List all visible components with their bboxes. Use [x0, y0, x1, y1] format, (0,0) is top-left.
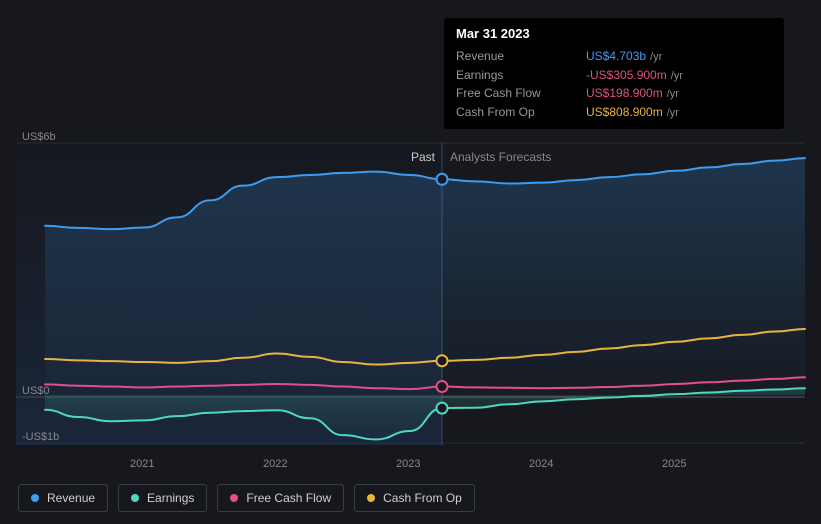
- y-axis-label: US$6b: [22, 131, 56, 143]
- tooltip-value: US$4.703b: [586, 47, 646, 65]
- y-axis-label: US$0: [22, 385, 50, 397]
- legend-label: Cash From Op: [383, 491, 462, 505]
- tooltip-unit: /yr: [667, 86, 679, 103]
- legend-item-free_cash_flow[interactable]: Free Cash Flow: [217, 484, 344, 512]
- tooltip-row: Earnings-US$305.900m/yr: [456, 66, 772, 85]
- x-axis-label: 2025: [662, 458, 686, 470]
- tooltip-row: RevenueUS$4.703b/yr: [456, 47, 772, 66]
- legend-item-earnings[interactable]: Earnings: [118, 484, 207, 512]
- legend-item-revenue[interactable]: Revenue: [18, 484, 108, 512]
- chart-legend: Revenue Earnings Free Cash Flow Cash From O…: [18, 484, 475, 512]
- legend-dot-icon: [131, 494, 139, 502]
- past-section-label: Past: [411, 150, 435, 164]
- x-axis-label: 2024: [529, 458, 553, 470]
- chart-tooltip: Mar 31 2023 RevenueUS$4.703b/yrEarnings-…: [444, 18, 784, 129]
- tooltip-label: Cash From Op: [456, 103, 586, 121]
- financial-chart: US$6b US$0 -US$1b 2021 2022 2023 2024 2025 Past…: [0, 0, 821, 524]
- legend-label: Earnings: [147, 491, 194, 505]
- legend-dot-icon: [367, 494, 375, 502]
- tooltip-label: Free Cash Flow: [456, 84, 586, 102]
- earnings-marker: [437, 403, 448, 414]
- x-axis-label: 2023: [396, 458, 420, 470]
- x-axis-label: 2021: [130, 458, 154, 470]
- revenue-marker: [437, 174, 448, 185]
- tooltip-row: Free Cash FlowUS$198.900m/yr: [456, 84, 772, 103]
- tooltip-row: Cash From OpUS$808.900m/yr: [456, 103, 772, 122]
- tooltip-title: Mar 31 2023: [456, 26, 772, 41]
- legend-item-cash_from_op[interactable]: Cash From Op: [354, 484, 475, 512]
- tooltip-value: -US$305.900m: [586, 66, 667, 84]
- cash_from_op-marker: [437, 355, 448, 366]
- legend-label: Free Cash Flow: [246, 491, 331, 505]
- tooltip-value: US$808.900m: [586, 103, 663, 121]
- tooltip-value: US$198.900m: [586, 84, 663, 102]
- tooltip-unit: /yr: [667, 105, 679, 122]
- y-axis-label: -US$1b: [22, 431, 59, 443]
- legend-dot-icon: [31, 494, 39, 502]
- tooltip-unit: /yr: [650, 49, 662, 66]
- free_cash_flow-marker: [437, 381, 448, 392]
- legend-label: Revenue: [47, 491, 95, 505]
- x-axis-label: 2022: [263, 458, 287, 470]
- tooltip-label: Earnings: [456, 66, 586, 84]
- tooltip-label: Revenue: [456, 47, 586, 65]
- tooltip-unit: /yr: [671, 68, 683, 85]
- forecast-section-label: Analysts Forecasts: [450, 150, 551, 164]
- legend-dot-icon: [230, 494, 238, 502]
